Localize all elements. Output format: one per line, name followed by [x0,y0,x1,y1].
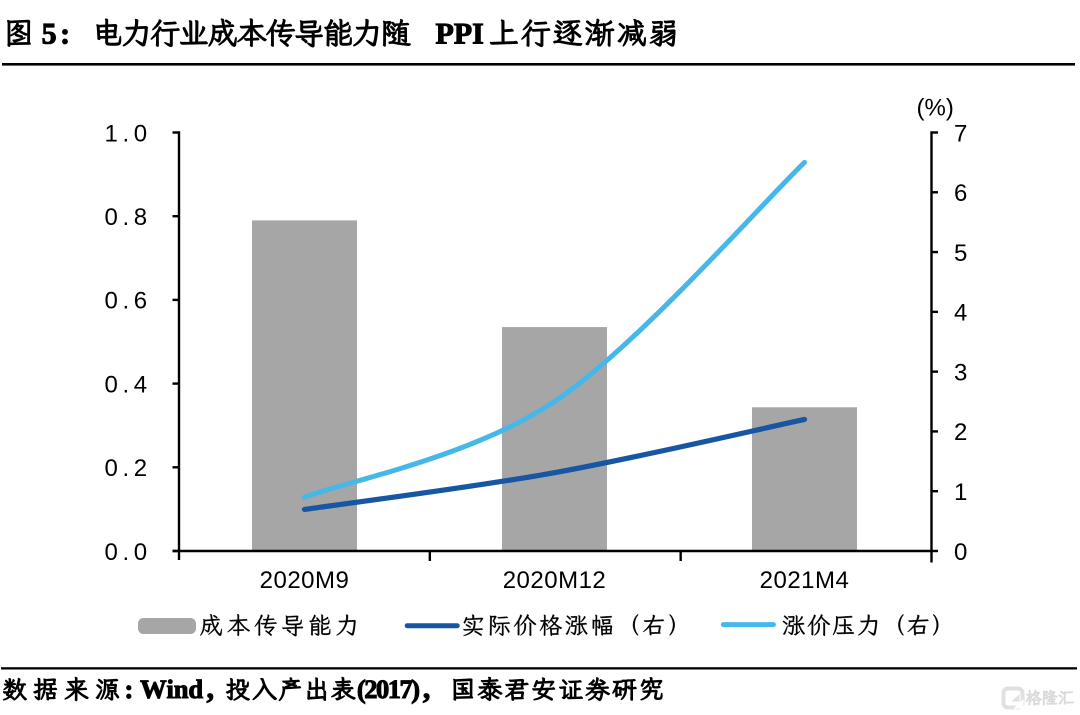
svg-text:7: 7 [954,120,967,147]
svg-text:0.0: 0.0 [105,539,152,566]
svg-text:0.8: 0.8 [105,204,152,231]
svg-text:3: 3 [954,359,967,386]
svg-text:1: 1 [954,479,967,506]
svg-text:6: 6 [954,180,967,207]
svg-text:2020M9: 2020M9 [260,567,350,594]
svg-text:4: 4 [954,300,967,327]
svg-text:2021M4: 2021M4 [760,567,850,594]
svg-text:0: 0 [954,539,967,566]
svg-text:0.2: 0.2 [105,455,152,482]
svg-text:2020M12: 2020M12 [503,567,607,594]
svg-text:5: 5 [954,240,967,267]
svg-text:2: 2 [954,419,967,446]
svg-text:(%): (%) [917,95,954,122]
svg-text:0.4: 0.4 [105,371,152,398]
svg-text:0.6: 0.6 [105,288,152,315]
svg-text:1.0: 1.0 [105,120,152,147]
